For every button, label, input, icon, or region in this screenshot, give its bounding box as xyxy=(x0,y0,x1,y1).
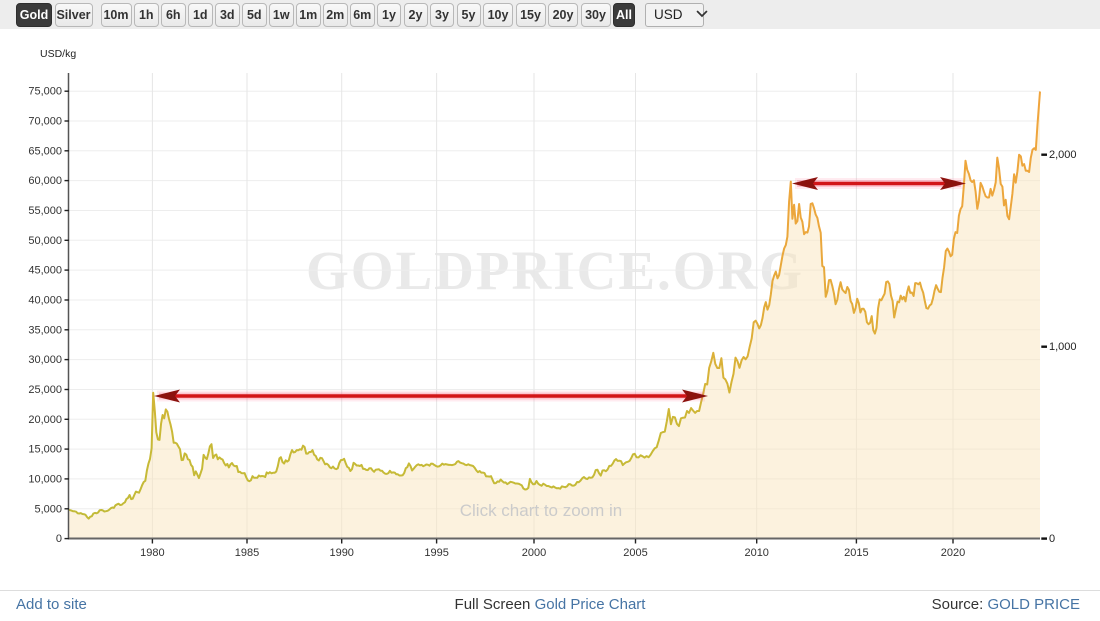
svg-text:5,000: 5,000 xyxy=(34,503,62,515)
svg-text:2000: 2000 xyxy=(522,547,546,559)
svg-text:60,000: 60,000 xyxy=(28,175,62,187)
svg-text:35,000: 35,000 xyxy=(28,324,62,336)
svg-text:45,000: 45,000 xyxy=(28,265,62,277)
svg-text:2015: 2015 xyxy=(844,547,868,559)
svg-text:1995: 1995 xyxy=(424,547,448,559)
svg-text:2005: 2005 xyxy=(623,547,647,559)
svg-text:1,000: 1,000 xyxy=(1049,341,1077,353)
svg-text:0: 0 xyxy=(56,533,62,545)
svg-text:25,000: 25,000 xyxy=(28,384,62,396)
svg-text:50,000: 50,000 xyxy=(28,235,62,247)
svg-text:70,000: 70,000 xyxy=(28,116,62,128)
svg-text:2010: 2010 xyxy=(744,547,768,559)
svg-text:65,000: 65,000 xyxy=(28,145,62,157)
svg-text:1990: 1990 xyxy=(329,547,353,559)
svg-text:15,000: 15,000 xyxy=(28,444,62,456)
svg-text:1980: 1980 xyxy=(140,547,164,559)
svg-text:75,000: 75,000 xyxy=(28,86,62,98)
svg-text:0: 0 xyxy=(1049,533,1055,545)
svg-text:10,000: 10,000 xyxy=(28,473,62,485)
svg-text:Click chart to zoom in: Click chart to zoom in xyxy=(460,501,623,520)
svg-text:1985: 1985 xyxy=(235,547,259,559)
svg-text:2020: 2020 xyxy=(941,547,965,559)
svg-text:40,000: 40,000 xyxy=(28,295,62,307)
svg-text:30,000: 30,000 xyxy=(28,354,62,366)
svg-text:USD/kg: USD/kg xyxy=(40,48,76,60)
svg-text:2,000: 2,000 xyxy=(1049,149,1077,161)
svg-text:55,000: 55,000 xyxy=(28,205,62,217)
svg-text:20,000: 20,000 xyxy=(28,414,62,426)
